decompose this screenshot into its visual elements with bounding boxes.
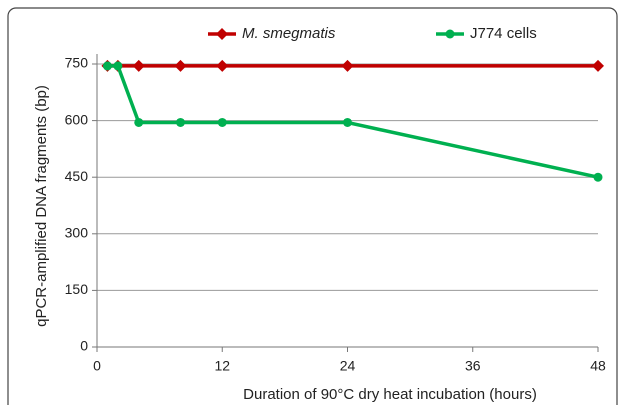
y-tick-label: 0 bbox=[80, 338, 88, 354]
y-tick-label: 600 bbox=[65, 111, 89, 127]
x-tick-label: 36 bbox=[465, 358, 481, 374]
marker bbox=[593, 172, 603, 182]
x-tick-label: 0 bbox=[93, 358, 101, 374]
legend-label: J774 cells bbox=[470, 25, 537, 42]
marker bbox=[217, 117, 227, 127]
x-tick-label: 48 bbox=[590, 358, 606, 374]
y-tick-label: 150 bbox=[65, 281, 89, 297]
chart-frame bbox=[7, 7, 618, 405]
legend-marker bbox=[216, 28, 228, 40]
marker bbox=[176, 117, 185, 127]
marker bbox=[343, 117, 352, 127]
marker bbox=[102, 61, 112, 71]
y-tick-label: 450 bbox=[65, 168, 89, 184]
legend-label: M. smegmatis bbox=[242, 25, 336, 42]
marker bbox=[216, 59, 229, 72]
marker bbox=[174, 59, 187, 72]
y-tick-label: 300 bbox=[65, 225, 89, 241]
x-tick-label: 24 bbox=[340, 358, 356, 374]
marker bbox=[132, 59, 145, 72]
x-axis-label: Duration of 90°C dry heat incubation (ho… bbox=[243, 386, 537, 403]
y-axis-label: qPCR-amplified DNA fragments (bp) bbox=[33, 85, 50, 327]
legend-marker bbox=[445, 29, 455, 39]
marker bbox=[592, 59, 604, 72]
x-tick-label: 12 bbox=[214, 358, 230, 374]
marker bbox=[341, 59, 354, 72]
y-tick-label: 750 bbox=[65, 55, 89, 71]
marker bbox=[113, 61, 123, 71]
marker bbox=[134, 117, 144, 127]
